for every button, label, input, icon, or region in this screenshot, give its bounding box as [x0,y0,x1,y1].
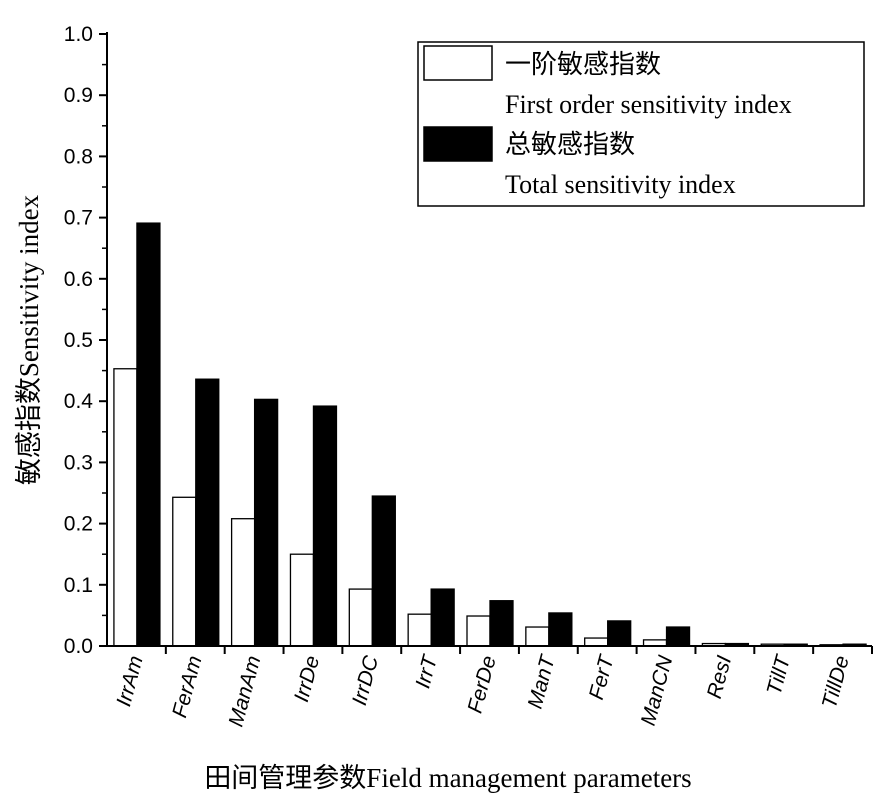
legend-swatch-total [423,126,493,162]
x-tick-label-FerT: FerT [585,651,619,702]
y-tick-label: 0.7 [64,207,93,230]
y-ticks: 0.0 0.1 0.2 0.3 0.4 0.5 0.6 0.7 0.8 0.9 1.0 [64,23,107,658]
y-tick-label: 0.2 [64,513,93,536]
y-tick-label: 0.1 [64,574,93,597]
x-tick-label-IrrDC: IrrDC [348,653,383,708]
x-tick-label-ResI: ResI [703,653,736,701]
legend-swatch-first-order [423,45,493,81]
y-tick-label: 0.9 [64,84,93,107]
y-tick-label: 0.0 [64,635,93,658]
bar-total-FerDe [489,600,514,647]
legend-label-total-zh: 总敏感指数 [505,130,635,159]
bar-first-order-IrrDC [348,588,373,647]
legend-label-first-order-en: First order sensitivity index [505,90,792,119]
y-tick-label: 0.5 [64,329,93,352]
bar-total-IrrAm [136,222,161,647]
legend-label-first-order-zh: 一阶敏感指数 [505,50,661,79]
bar-total-ManT [548,612,573,647]
y-axis-title: 敏感指数Sensitivity index [14,194,44,485]
y-tick-label: 0.6 [64,268,93,291]
bar-first-order-ManAm [230,518,256,647]
bar-total-FerT [607,620,632,647]
legend: 一阶敏感指数 First order sensitivity index 总敏感… [417,41,865,207]
bar-first-order-FerAm [172,496,197,647]
x-tick-label-FerDe: FerDe [464,653,501,715]
bar-first-order-FerDe [466,615,491,647]
x-tick-label-IrrDe: IrrDe [290,653,324,704]
y-tick-label: 0.4 [64,390,94,413]
x-tick-label-TillT: TillT [763,651,796,697]
y-tick-label: 0.8 [64,145,93,168]
x-tick-label-FerAm: FerAm [168,653,207,720]
x-tick-label-ManCN: ManCN [637,653,678,729]
bar-total-IrrDC [371,495,396,647]
bar-total-IrrDe [312,405,338,647]
bar-first-order-IrrDe [289,553,315,647]
x-tick-label-IrrAm: IrrAm [112,653,148,709]
y-tick-label: 0.3 [64,451,93,474]
bar-total-ManAm [253,398,279,647]
x-tick-label-ManT: ManT [524,651,561,711]
bar-first-order-ManT [525,626,550,647]
bar-first-order-FerT [584,637,609,647]
bar-first-order-IrrT [407,613,432,647]
x-ticks: IrrAm FerAm ManAm IrrDe IrrDC IrrT FerDe ManT Fe… [112,646,873,729]
bar-total-IrrT [430,588,455,647]
x-tick-label-IrrT: IrrT [411,651,442,691]
x-axis-title: 田间管理参数Field management parameters [204,763,691,793]
bar-total-ManCN [665,626,691,647]
x-tick-label-ManAm: ManAm [225,653,266,729]
y-tick-label: 1.0 [64,23,93,46]
legend-label-total-en: Total sensitivity index [505,170,736,199]
bar-total-FerAm [195,378,220,647]
x-tick-label-TillDe: TillDe [818,653,854,711]
bar-first-order-IrrAm [113,368,138,647]
bars-layer [113,222,867,647]
